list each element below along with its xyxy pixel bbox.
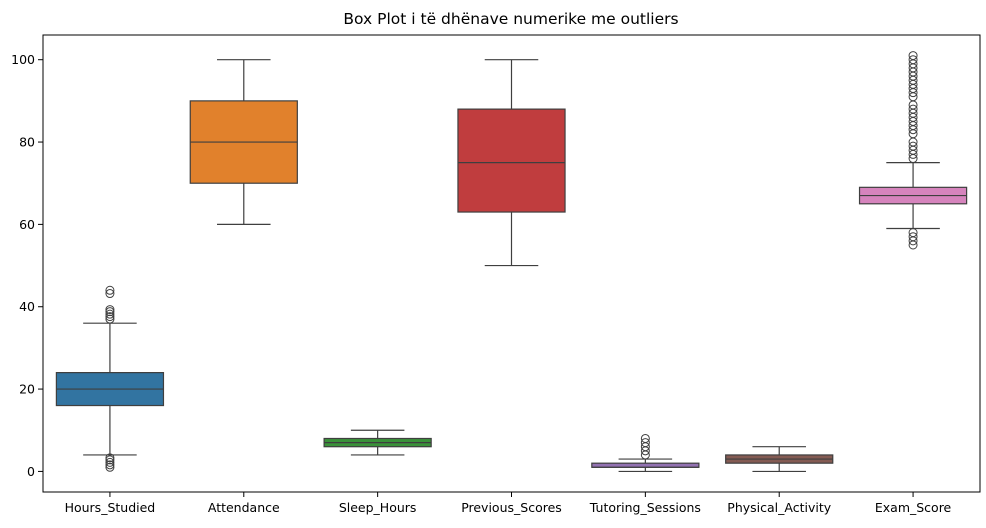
outlier-point bbox=[105, 309, 115, 319]
y-tick-label: 40 bbox=[19, 299, 35, 314]
x-tick-label: Exam_Score bbox=[875, 500, 952, 515]
outlier-point bbox=[105, 460, 115, 470]
y-tick-label: 100 bbox=[11, 52, 35, 67]
outlier-point bbox=[105, 285, 115, 295]
outlier-point bbox=[640, 433, 650, 443]
outlier-point bbox=[908, 141, 918, 151]
outlier-point bbox=[908, 51, 918, 61]
outlier-point bbox=[105, 453, 115, 463]
x-tick-label: Hours_Studied bbox=[65, 500, 156, 515]
y-tick-label: 80 bbox=[19, 135, 35, 150]
box-Previous_Scores bbox=[457, 108, 566, 213]
outlier-point bbox=[105, 312, 115, 322]
outlier-point bbox=[105, 457, 115, 467]
plot-frame bbox=[42, 34, 981, 493]
y-tick-label: 0 bbox=[27, 464, 35, 479]
outlier-point bbox=[908, 228, 918, 238]
y-tick-label: 20 bbox=[19, 382, 35, 397]
x-tick-label: Attendance bbox=[208, 500, 280, 515]
outlier-point bbox=[640, 438, 650, 448]
outlier-point bbox=[105, 289, 115, 299]
x-tick-label: Physical_Activity bbox=[727, 500, 831, 515]
x-tick-label: Tutoring_Sessions bbox=[589, 500, 701, 515]
box-Tutoring_Sessions bbox=[591, 462, 700, 468]
chart-title: Box Plot i të dhënave numerike me outlie… bbox=[343, 10, 678, 28]
outlier-point bbox=[105, 314, 115, 324]
plot-area: 0 20 40 60 80 100 Hours_Studied Attendance Sleep… bbox=[11, 51, 968, 515]
x-tick-label: Previous_Scores bbox=[461, 500, 562, 515]
y-tick-label: 60 bbox=[19, 217, 35, 232]
outlier-point bbox=[105, 305, 115, 315]
outlier-point bbox=[908, 55, 918, 65]
outlier-point bbox=[908, 104, 918, 114]
outlier-point bbox=[908, 232, 918, 242]
x-tick-label: Sleep_Hours bbox=[339, 500, 417, 515]
outlier-point bbox=[105, 462, 115, 472]
